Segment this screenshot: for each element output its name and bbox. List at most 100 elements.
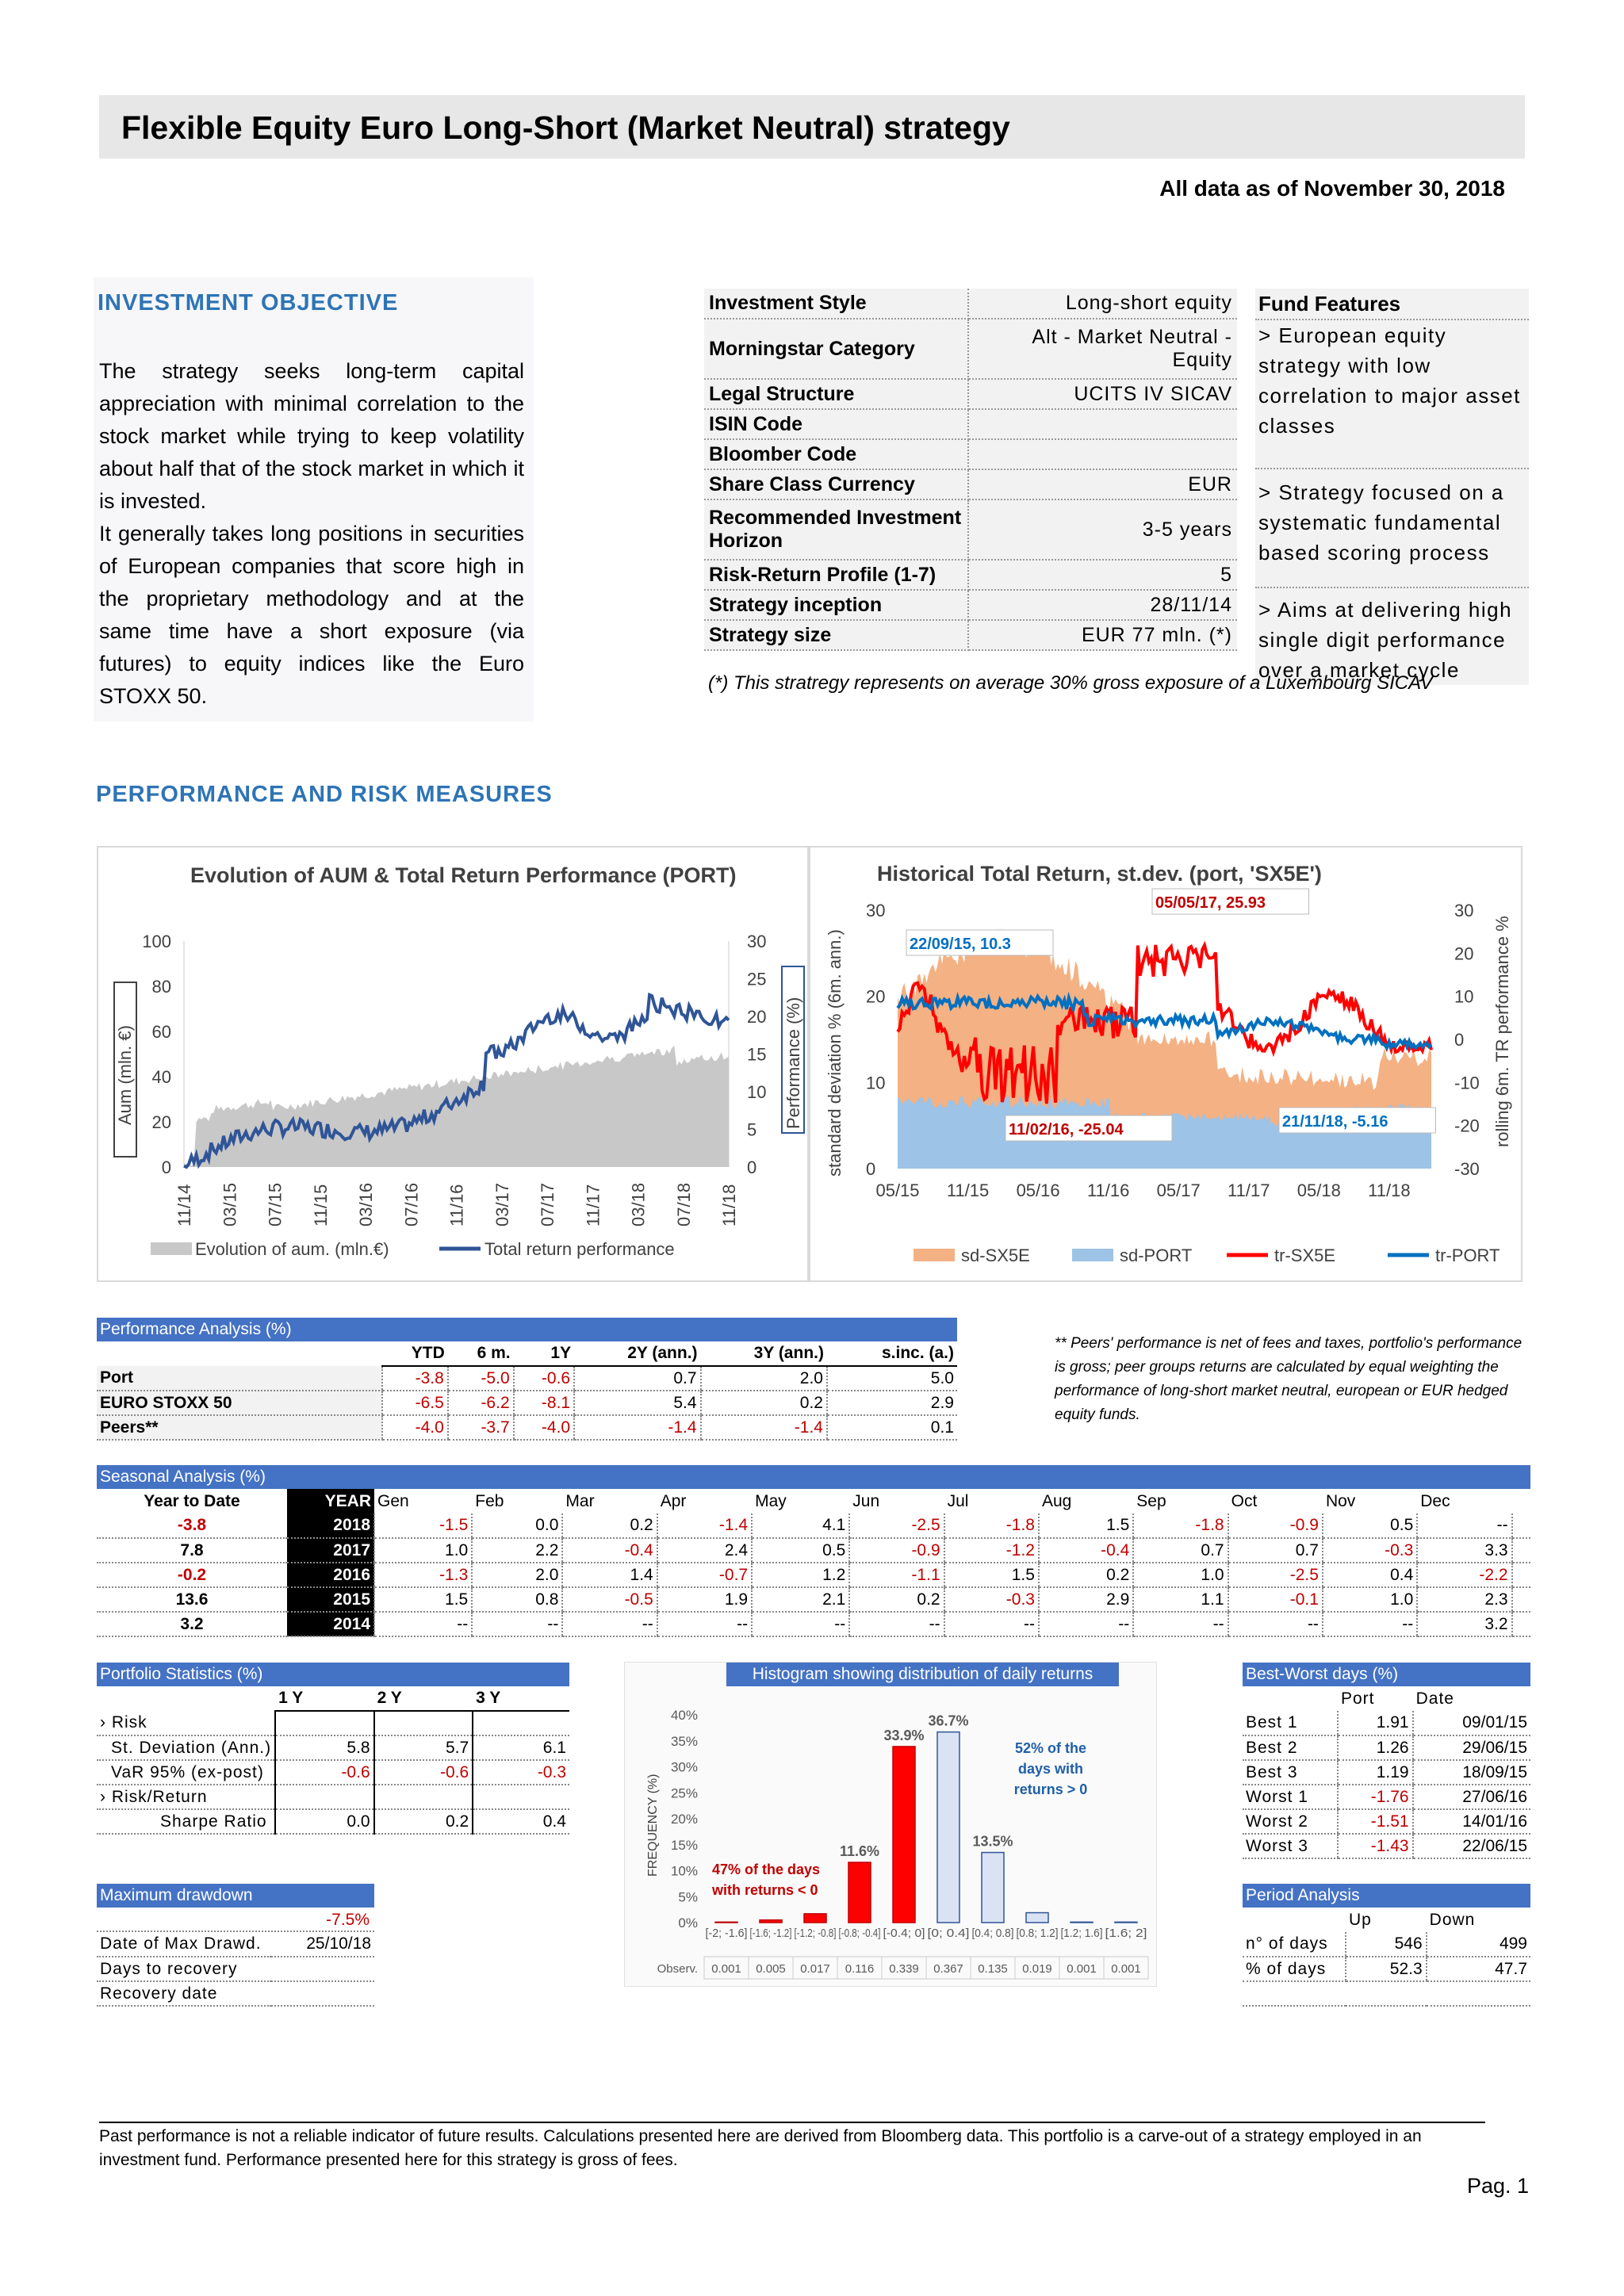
month-value: 1.2 (751, 1563, 850, 1588)
aum-xtick: 11/16 (447, 1184, 467, 1226)
tr-xtick: 11/16 (1087, 1181, 1129, 1200)
hist-category-label: [-2; -1.6] (706, 1927, 748, 1940)
aum-axis-title-box (113, 982, 137, 1158)
info-row: Morningstar Category Alt - Market Neutral… (704, 319, 1237, 380)
hist-category-label: [1.6; 2] (1105, 1927, 1147, 1940)
drawdown-val (271, 1957, 374, 1982)
year-value: 2014 (287, 1612, 374, 1637)
drawdown-header: Maximum drawdown (97, 1884, 374, 1908)
aum-xtick: 07/15 (266, 1183, 285, 1226)
hist-observ: 0.001 (711, 1962, 741, 1976)
tr-ytick: -30 (1454, 1159, 1480, 1179)
hist-ytick: 30% (671, 1760, 698, 1775)
portstats-value: 0.0 (274, 1809, 374, 1835)
drawdown-val: 25/10/18 (271, 1932, 374, 1957)
aum-ytick: 80 (152, 977, 171, 997)
perf-analysis-table: YTD 6 m. 1Y 2Y (ann.) 3Y (ann.) s.inc. (a.) Po… (97, 1341, 957, 1441)
drawdown-key: Days to recovery (97, 1957, 271, 1982)
info-value: EUR (968, 469, 1237, 500)
legend-label: sd-PORT (1120, 1246, 1192, 1265)
tr-ytick: 0 (1454, 1030, 1464, 1050)
month-value: -1.5 (373, 1513, 473, 1539)
perf-col-header: YTD (382, 1341, 448, 1367)
disclaimer: Past performance is not a reliable indic… (99, 2122, 1485, 2172)
month-value: 2.3 (1416, 1587, 1512, 1613)
portstats-row-name: VaR 95% (ex-post) (97, 1760, 276, 1785)
stdev-ytick: 20 (866, 987, 885, 1007)
perf-value: -4.0 (512, 1415, 575, 1441)
aum-ytick: 100 (142, 932, 171, 951)
period-row: % of days 52.3 47.7 (1243, 1957, 1530, 1982)
aum-axis-title: Aum (mln. €) (115, 1025, 135, 1125)
month-value: -- (1321, 1612, 1418, 1637)
feature-2: > Strategy focused on a systematic funda… (1255, 469, 1529, 588)
perf-analysis-header: Performance Analysis (%) (97, 1318, 957, 1341)
aum-xtick: 07/18 (674, 1183, 694, 1226)
best-worst: Best-Worst days (%) Port Date Best 1 1.91 09… (1243, 1663, 1530, 1859)
tr-ytick: 30 (1454, 901, 1473, 920)
info-value: Alt - Market Neutral - Equity (968, 319, 1237, 380)
perf-ytick: 5 (747, 1120, 756, 1140)
month-value: 1.5 (373, 1587, 473, 1613)
observ-label: Observ. (657, 1962, 698, 1976)
info-row: Bloomber Code (704, 439, 1237, 470)
histogram-svg: 40% 35% 30% 25% 20% 15% 10% 5% 0% [-2; -1.6] 0.001… (646, 1708, 1149, 1980)
bestworst-label: Best 2 (1243, 1735, 1338, 1761)
month-value: -- (1037, 1612, 1134, 1637)
portstats-value (373, 1785, 473, 1810)
month-value: 0.7 (1227, 1538, 1323, 1563)
info-key: Recommended Investment Horizon (704, 499, 970, 561)
negative-days-note: 47% of the days with returns < 0 (712, 1862, 821, 1898)
perf-col-header: 6 m. (447, 1341, 514, 1367)
hist-category-label: [1.2; 1.6] (1061, 1927, 1103, 1940)
month-value: 3.3 (1416, 1538, 1512, 1563)
drawdown-table: Date of Max Drawd. 25/10/18 Days to recove… (97, 1932, 374, 2007)
perf-ytick: 25 (747, 970, 766, 989)
hist-observ: 0.001 (1067, 1962, 1097, 1976)
hist-observ: 0.017 (800, 1962, 830, 1976)
history-chart: Historical Total Return, st.dev. (port, … (809, 846, 1522, 1282)
histogram-panel: Histogram showing distribution of daily … (624, 1662, 1157, 1987)
portstats-value: 0.2 (373, 1809, 473, 1835)
period-col-header: Down (1429, 1910, 1476, 1929)
portstats-value (274, 1785, 374, 1810)
aum-ytick: 0 (162, 1158, 171, 1177)
month-value: -- (656, 1612, 753, 1637)
tr-xtick: 05/15 (875, 1181, 919, 1200)
histogram-bar (759, 1919, 783, 1923)
portstats-value: -0.6 (373, 1760, 473, 1785)
bestworst-row: Best 2 1.26 29/06/15 (1243, 1735, 1530, 1761)
title-banner: Flexible Equity Euro Long-Short (Market … (99, 95, 1525, 159)
month-value: -0.3 (943, 1587, 1039, 1613)
info-key: Legal Structure (704, 379, 970, 410)
month-col-header: Nov (1325, 1491, 1356, 1510)
info-row: Legal Structure UCITS IV SICAV (704, 379, 1237, 410)
bestworst-date: 22/06/15 (1411, 1834, 1530, 1859)
period-down: 47.7 (1425, 1957, 1530, 1982)
fund-info-table: Investment Style Long-short equity Morning… (704, 289, 1237, 651)
hist-observ: 0.019 (1022, 1962, 1052, 1976)
blank-cell (1243, 1981, 1346, 2007)
month-value: 2.0 (471, 1563, 563, 1588)
bestworst-label: Best 1 (1243, 1711, 1338, 1736)
bestworst-date: 29/06/15 (1411, 1735, 1530, 1761)
histogram-header: Histogram showing distribution of daily … (726, 1663, 1119, 1686)
aum-chart-title: Evolution of AUM & Total Return Performa… (190, 863, 737, 887)
perf-analysis: Performance Analysis (%) YTD 6 m. 1Y 2Y (an… (97, 1318, 957, 1441)
portstats-row-name: › Risk (97, 1711, 276, 1736)
bestworst-label: Worst 3 (1243, 1834, 1338, 1859)
hist-ytick: 5% (678, 1889, 698, 1904)
period-up: 546 (1345, 1932, 1427, 1957)
hist-ytick: 20% (671, 1812, 698, 1827)
month-value: -- (471, 1612, 563, 1637)
info-value (968, 409, 1237, 440)
month-value: -0.7 (656, 1563, 753, 1588)
bestworst-header-row: Port Date (1243, 1686, 1530, 1711)
seasonal-row: 13.6 2015 1.5 0.8 -0.5 1.9 2.1 0.2 -0.3 2.9 1.1 -0.… (97, 1587, 1530, 1613)
info-row: Investment Style Long-short equity (704, 289, 1237, 320)
bestworst-row: Worst 1 -1.76 27/06/16 (1243, 1785, 1530, 1810)
info-value (968, 439, 1237, 470)
ytd-value: -3.8 (97, 1513, 287, 1539)
perf-col-header: 1Y (513, 1341, 575, 1367)
month-value: -- (1416, 1513, 1512, 1539)
